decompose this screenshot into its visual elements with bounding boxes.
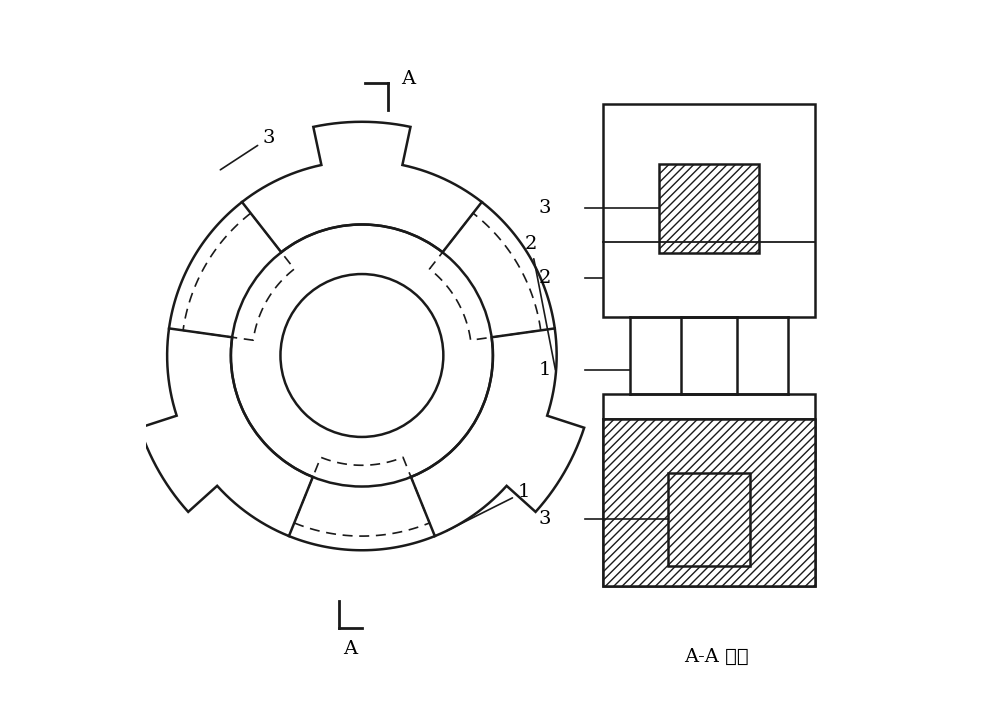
Bar [603, 419, 815, 586]
Text: A: A [401, 70, 415, 88]
Polygon shape [140, 328, 313, 536]
Text: 3: 3 [539, 199, 551, 217]
Bar [659, 164, 759, 253]
Bar [668, 473, 750, 566]
Text: 1: 1 [539, 360, 551, 379]
Text: A-A 剖面: A-A 剖面 [684, 648, 748, 665]
Text: 2: 2 [539, 269, 551, 287]
Text: A: A [343, 641, 357, 658]
Text: 1: 1 [447, 483, 530, 531]
Text: 3: 3 [539, 510, 551, 528]
Bar [603, 104, 815, 316]
Text: 3: 3 [220, 129, 275, 170]
Text: 2: 2 [525, 235, 555, 370]
Polygon shape [411, 328, 584, 536]
Polygon shape [242, 122, 482, 252]
Bar [603, 395, 815, 586]
